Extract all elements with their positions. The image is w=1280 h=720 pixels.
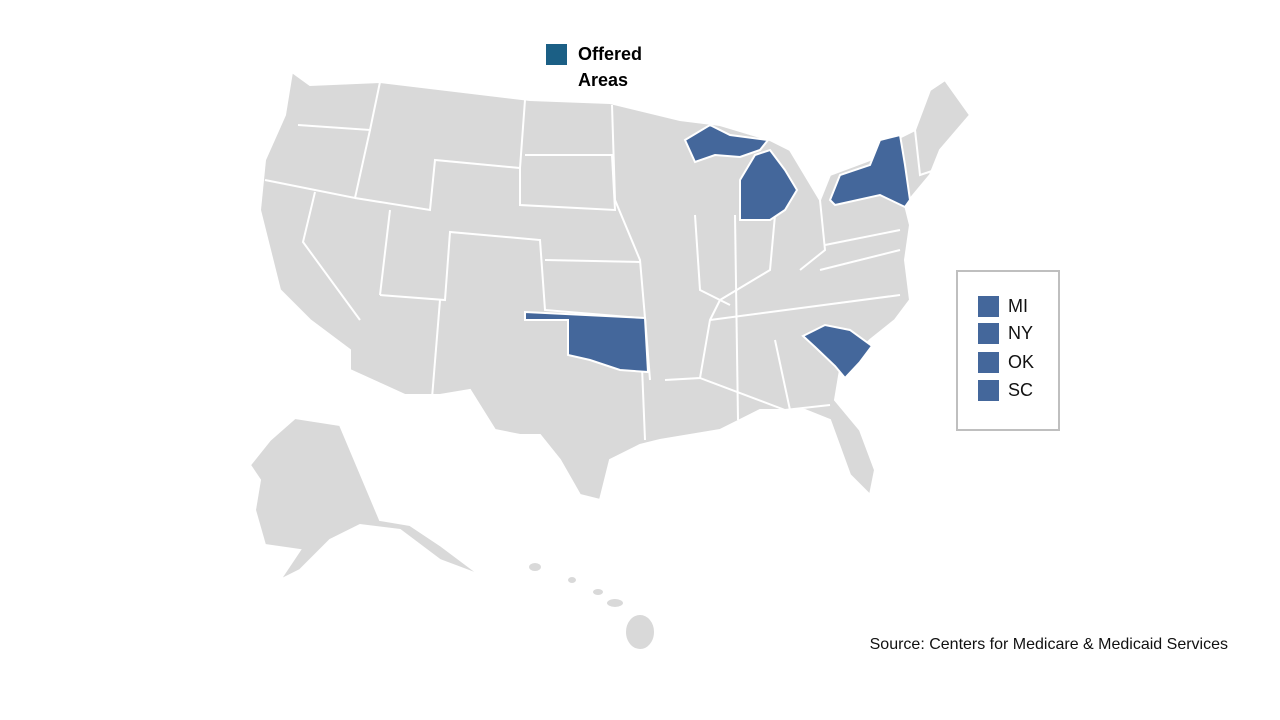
hawaii	[527, 561, 656, 651]
south-carolina	[801, 323, 874, 380]
legend-item-ok: OK	[978, 352, 1034, 373]
oklahoma	[524, 310, 650, 374]
legend-swatch	[546, 44, 567, 65]
legend-swatch	[978, 296, 999, 317]
legend-item-ny: NY	[978, 323, 1033, 344]
michigan	[683, 123, 799, 221]
alaska	[248, 416, 481, 583]
legend-item-label: OK	[1008, 352, 1035, 372]
legend-swatch	[978, 380, 999, 401]
source-note: Source: Centers for Medicare & Medicaid …	[869, 636, 1228, 653]
contiguous-us	[258, 70, 972, 502]
offered-areas-legend: Offered Areas	[546, 44, 668, 93]
legend-item-label: SC	[1008, 380, 1034, 400]
legend-swatch	[978, 323, 999, 344]
legend-item-sc: SC	[978, 380, 1033, 401]
legend-item-label: MI	[1008, 296, 1028, 316]
legend-item-mi: MI	[978, 296, 1028, 317]
state-legend: MI NY OK SC	[956, 270, 1060, 431]
new-york	[828, 133, 912, 209]
legend-item-label: NY	[1008, 323, 1034, 343]
legend-label: Offered Areas	[578, 44, 643, 90]
legend-swatch	[978, 352, 999, 373]
